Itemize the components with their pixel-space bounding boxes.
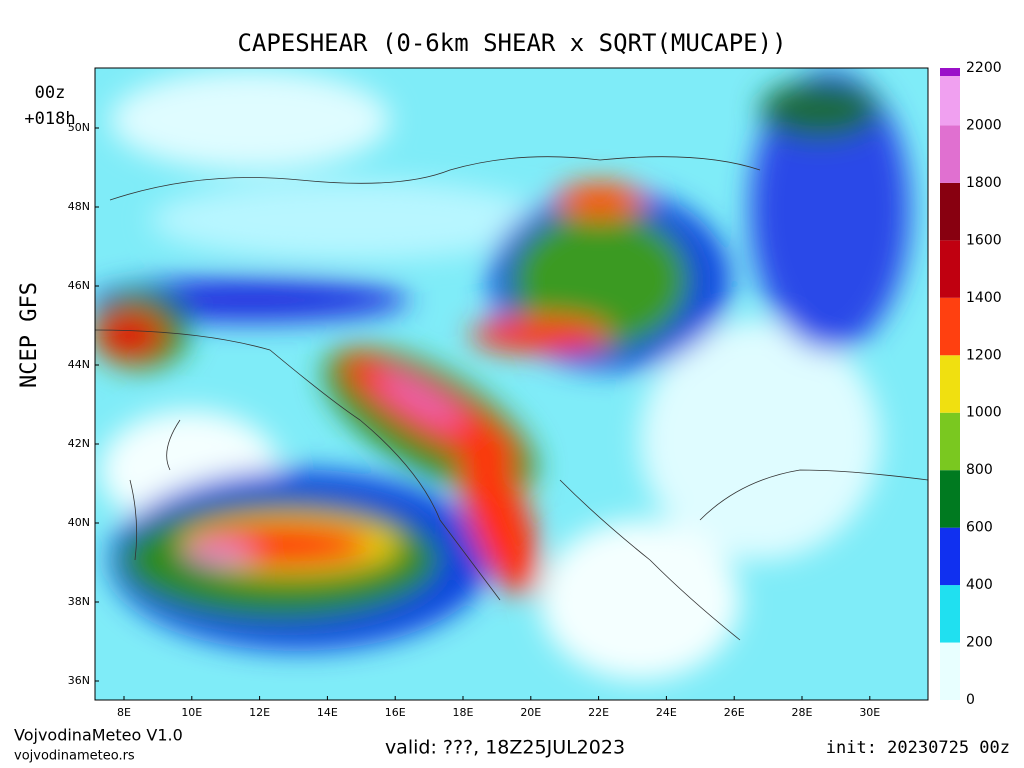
- colorbar-segment: [940, 297, 960, 356]
- colorbar-segment: [940, 470, 960, 528]
- colorbar-label: 600: [966, 520, 993, 536]
- lat-label: 46N: [68, 279, 90, 292]
- lat-label: 50N: [68, 121, 90, 134]
- brand: VojvodinaMeteo V1.0: [14, 726, 183, 745]
- lon-label: 20E: [520, 706, 541, 719]
- lon-label: 30E: [859, 706, 880, 719]
- run: 00z: [35, 83, 66, 103]
- colorbar-label: 1000: [966, 405, 1002, 421]
- colorbar-segment: [940, 68, 960, 76]
- colorbar-segment: [940, 182, 960, 241]
- lat-label: 36N: [68, 674, 90, 687]
- colorbar-label: 1200: [966, 347, 1002, 363]
- colorbar-label: 200: [966, 635, 993, 651]
- colorbar-label: 2000: [966, 117, 1002, 133]
- colorbar-segment: [940, 355, 960, 413]
- lon-label: 14E: [317, 706, 338, 719]
- colorbar-label: 1400: [966, 290, 1002, 306]
- field: [95, 68, 928, 700]
- lead: +018h: [24, 109, 75, 129]
- lat-label: 42N: [68, 437, 90, 450]
- lat-labels: 50N 48N 46N 44N 42N 40N 38N 36N: [68, 121, 99, 687]
- init: init: 20230725 00z: [826, 738, 1010, 758]
- colorbar-segment: [940, 68, 960, 126]
- colorbar-segment: [940, 412, 960, 471]
- colorbar-segment: [940, 240, 960, 298]
- lat-label: 48N: [68, 200, 90, 213]
- colorbar: 0 200 400 600 800 1000 1200 1400 1600 1800 2000 220…: [940, 60, 1002, 708]
- lat-label: 38N: [68, 595, 90, 608]
- colorbar-label: 400: [966, 577, 993, 593]
- colorbar-label: 800: [966, 462, 993, 478]
- title: CAPESHEAR (0-6km SHEAR x SQRT(MUCAPE)): [237, 29, 786, 57]
- lat-label: 44N: [68, 358, 90, 371]
- lon-label: 26E: [724, 706, 745, 719]
- colorbar-segment: [940, 642, 960, 700]
- colorbar-segment: [940, 527, 960, 586]
- colorbar-label: 0: [966, 692, 975, 708]
- lon-label: 8E: [117, 706, 131, 719]
- lon-label: 12E: [249, 706, 270, 719]
- lon-labels: 8E 10E 12E 14E 16E 18E 20E 22E 24E 26E 28E 30E: [117, 696, 880, 719]
- site: vojvodinameteo.rs: [14, 749, 135, 764]
- lon-label: 18E: [453, 706, 474, 719]
- colorbar-label: 2200: [966, 60, 1002, 76]
- valid: valid: ???, 18Z25JUL2023: [385, 737, 625, 759]
- map-frame: [94, 67, 929, 701]
- colorbar-label: 1600: [966, 232, 1002, 248]
- lon-label: 10E: [181, 706, 202, 719]
- lon-label: 22E: [588, 706, 609, 719]
- lon-label: 24E: [656, 706, 677, 719]
- lon-label: 28E: [792, 706, 813, 719]
- colorbar-label: 1800: [966, 175, 1002, 191]
- colorbar-segment: [940, 585, 960, 643]
- model: NCEP GFS: [17, 282, 42, 388]
- lat-label: 40N: [68, 516, 90, 529]
- lon-label: 16E: [385, 706, 406, 719]
- colorbar-segment: [940, 125, 960, 183]
